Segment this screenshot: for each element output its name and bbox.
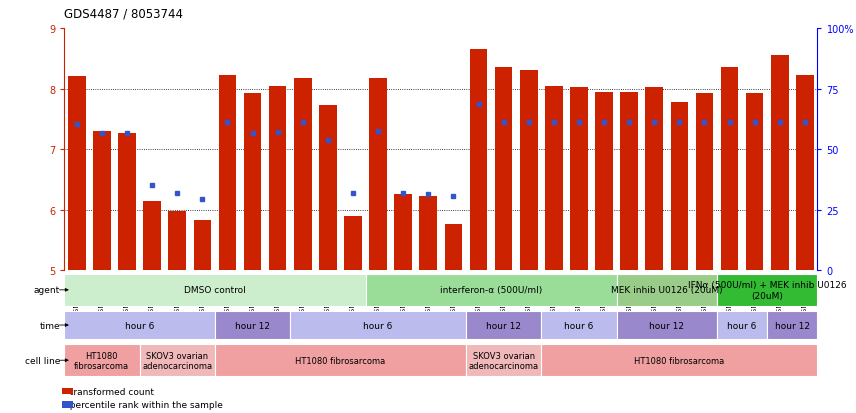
Bar xyxy=(771,56,788,271)
Bar xyxy=(215,344,466,377)
Text: SKOV3 ovarian
adenocarcinoma: SKOV3 ovarian adenocarcinoma xyxy=(468,351,538,370)
Bar xyxy=(621,93,638,271)
Bar xyxy=(64,274,366,306)
Text: agent: agent xyxy=(33,286,60,294)
Bar xyxy=(193,221,211,271)
Bar xyxy=(595,93,613,271)
Bar xyxy=(541,311,616,339)
Bar xyxy=(767,311,817,339)
Bar xyxy=(670,103,688,271)
Text: percentile rank within the sample: percentile rank within the sample xyxy=(64,400,223,409)
Bar xyxy=(796,76,814,271)
Text: hour 12: hour 12 xyxy=(650,321,684,330)
Bar xyxy=(466,311,541,339)
Bar xyxy=(746,94,764,271)
Text: hour 6: hour 6 xyxy=(364,321,393,330)
Bar xyxy=(319,106,336,271)
Text: hour 12: hour 12 xyxy=(486,321,521,330)
Text: MEK inhib U0126 (20uM): MEK inhib U0126 (20uM) xyxy=(611,286,722,294)
Bar xyxy=(520,71,538,271)
Text: time: time xyxy=(39,321,60,330)
Bar xyxy=(118,133,136,271)
Text: GDS4487 / 8053744: GDS4487 / 8053744 xyxy=(64,8,183,21)
Bar xyxy=(470,50,487,271)
Text: interferon-α (500U/ml): interferon-α (500U/ml) xyxy=(440,286,542,294)
Bar xyxy=(541,344,817,377)
Bar xyxy=(545,86,562,271)
Text: cell line: cell line xyxy=(25,356,60,365)
Bar xyxy=(344,216,362,271)
Bar xyxy=(140,344,215,377)
Bar xyxy=(616,274,717,306)
Text: DMSO control: DMSO control xyxy=(184,286,246,294)
Text: transformed count: transformed count xyxy=(64,387,154,396)
Bar xyxy=(366,274,616,306)
Bar xyxy=(169,212,186,271)
Bar xyxy=(717,311,767,339)
Bar xyxy=(290,311,466,339)
Text: hour 6: hour 6 xyxy=(125,321,154,330)
Text: HT1080 fibrosarcoma: HT1080 fibrosarcoma xyxy=(295,356,385,365)
Bar xyxy=(244,94,261,271)
Bar xyxy=(466,344,541,377)
Text: hour 6: hour 6 xyxy=(564,321,593,330)
Bar xyxy=(721,68,739,271)
Bar xyxy=(369,79,387,271)
Bar xyxy=(93,132,110,271)
Bar xyxy=(696,93,713,271)
Text: hour 12: hour 12 xyxy=(775,321,810,330)
Bar xyxy=(616,311,717,339)
Bar xyxy=(444,224,462,271)
Bar xyxy=(419,197,437,271)
Bar xyxy=(717,274,817,306)
Text: HT1080 fibrosarcoma: HT1080 fibrosarcoma xyxy=(634,356,724,365)
Bar xyxy=(570,88,588,271)
Bar xyxy=(395,195,412,271)
Bar xyxy=(218,76,236,271)
Bar xyxy=(269,86,287,271)
Bar xyxy=(215,311,290,339)
Bar xyxy=(64,344,140,377)
Bar xyxy=(64,311,215,339)
Bar xyxy=(645,88,663,271)
Text: hour 12: hour 12 xyxy=(235,321,270,330)
Bar xyxy=(68,77,86,271)
Bar xyxy=(294,79,312,271)
Bar xyxy=(495,68,513,271)
Text: hour 6: hour 6 xyxy=(728,321,757,330)
Text: SKOV3 ovarian
adenocarcinoma: SKOV3 ovarian adenocarcinoma xyxy=(142,351,212,370)
Text: IFNα (500U/ml) + MEK inhib U0126
(20uM): IFNα (500U/ml) + MEK inhib U0126 (20uM) xyxy=(688,280,847,300)
Bar xyxy=(143,201,161,271)
Text: HT1080
fibrosarcoma: HT1080 fibrosarcoma xyxy=(74,351,129,370)
